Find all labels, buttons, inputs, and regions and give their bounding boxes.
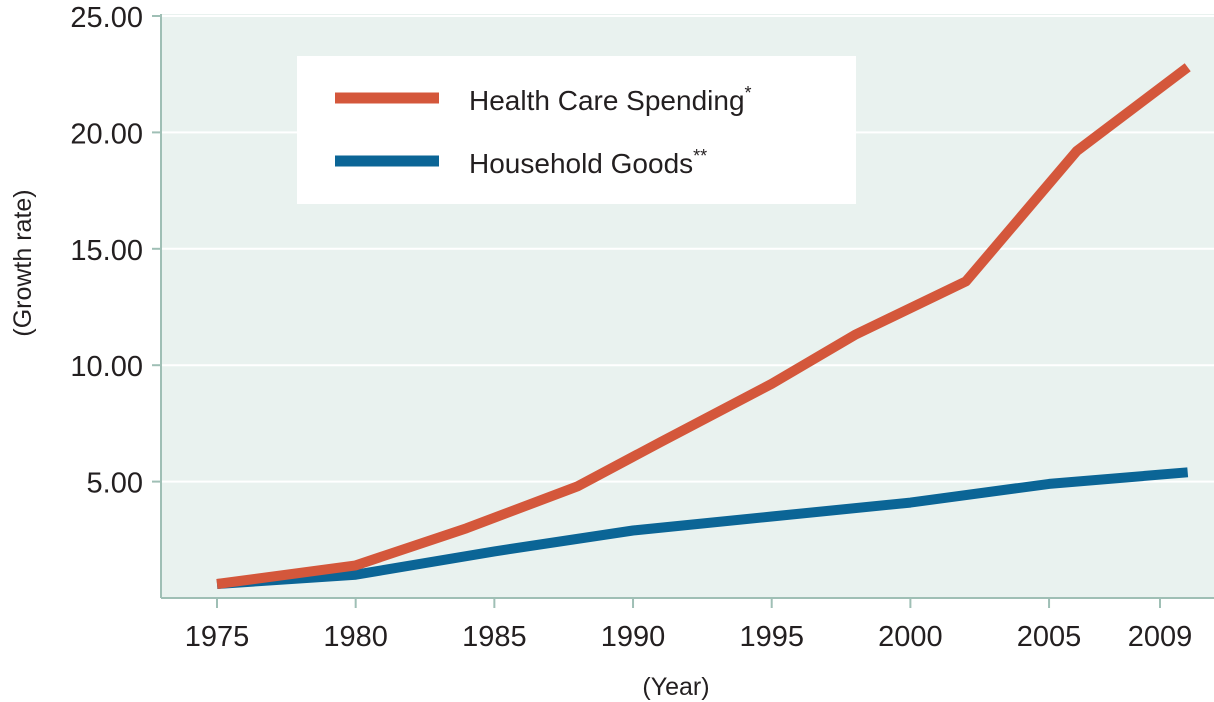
legend-box	[297, 56, 856, 204]
x-tick-label: 1980	[323, 621, 388, 653]
legend-label: Health Care Spending*	[469, 83, 752, 116]
x-tick-label: 1975	[185, 621, 250, 653]
y-tick-label: 10.00	[70, 351, 143, 383]
y-tick-label: 20.00	[70, 118, 143, 150]
legend-footnote-marker: *	[745, 83, 752, 103]
y-tick-label: 15.00	[70, 235, 143, 267]
x-tick-label: 2000	[878, 621, 943, 653]
x-tick-label: 2005	[1017, 621, 1082, 653]
x-tick-label: 2009	[1128, 621, 1193, 653]
legend-label: Household Goods**	[469, 146, 707, 179]
y-axis-title: (Growth rate)	[9, 189, 37, 336]
x-tick-label: 1995	[739, 621, 804, 653]
x-tick-label: 1990	[601, 621, 666, 653]
legend: Health Care Spending* Household Goods**	[297, 56, 856, 204]
x-axis-ticks: 1975 1980 1985 1990 1995 2000 2005 2009	[185, 598, 1193, 653]
y-tick-label: 5.00	[87, 468, 143, 500]
y-axis-ticks: 5.00 10.00 15.00 20.00 25.00	[70, 2, 161, 500]
x-axis-title: (Year)	[642, 673, 709, 701]
y-tick-label: 25.00	[70, 2, 143, 34]
x-tick-label: 1985	[462, 621, 527, 653]
legend-footnote-marker: **	[693, 146, 707, 166]
